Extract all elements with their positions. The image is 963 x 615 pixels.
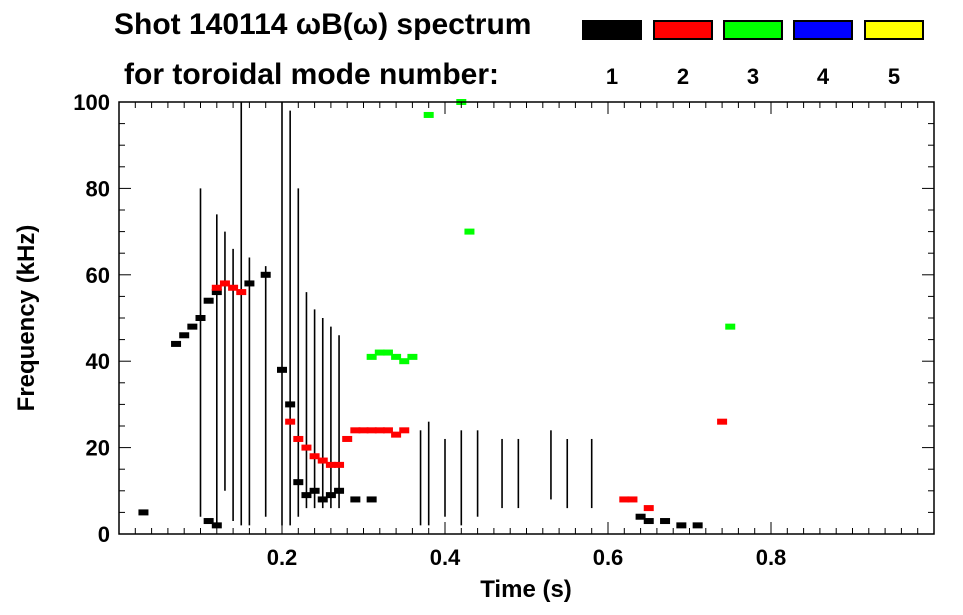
data-point [236, 289, 247, 296]
data-point [692, 522, 703, 529]
data-point [382, 427, 393, 434]
data-point [366, 353, 377, 360]
data-point [334, 461, 345, 468]
data-point [334, 487, 345, 494]
data-point [627, 496, 638, 503]
data-point [301, 492, 312, 499]
data-point [285, 401, 296, 408]
data-point [464, 228, 475, 235]
data-point [203, 297, 214, 304]
legend-label-4: 4 [816, 64, 830, 89]
data-point [179, 332, 190, 339]
data-point [358, 427, 369, 434]
y-tick-label: 100 [73, 90, 110, 115]
data-point [285, 418, 296, 425]
legend-box-4 [793, 20, 853, 40]
data-point [391, 431, 402, 438]
data-point [211, 284, 222, 291]
series-3 [366, 99, 736, 365]
data-point [301, 444, 312, 451]
legend-box-3 [723, 20, 783, 40]
legend-box-5 [864, 20, 924, 40]
data-point [244, 280, 255, 287]
data-point [643, 518, 654, 525]
data-point [643, 505, 654, 512]
legend-box-2 [653, 20, 713, 40]
data-point [309, 487, 320, 494]
data-point [725, 323, 736, 330]
data-point [660, 518, 671, 525]
y-tick-label: 40 [86, 349, 110, 374]
data-point [350, 496, 361, 503]
data-marks [138, 99, 736, 529]
data-point [676, 522, 687, 529]
data-point [407, 353, 418, 360]
data-point [293, 435, 304, 442]
data-point [317, 457, 328, 464]
data-point [619, 496, 630, 503]
data-point [171, 340, 182, 347]
axis-ticks [119, 102, 934, 534]
data-point [228, 284, 239, 291]
data-point [717, 418, 728, 425]
legend-label-2: 2 [676, 64, 690, 89]
data-point [366, 496, 377, 503]
legend-label-1: 1 [605, 64, 619, 89]
data-point [374, 349, 385, 356]
y-tick-label: 80 [86, 176, 110, 201]
data-point [219, 280, 230, 287]
data-point [211, 522, 222, 529]
data-point [195, 315, 206, 321]
data-point [399, 358, 410, 365]
tick-labels: 0.2 0.4 0.6 0.8 0 20 40 60 80 100 [73, 90, 786, 570]
data-point [260, 271, 271, 278]
chart-subtitle: for toroidal mode number: [124, 58, 499, 91]
data-point [382, 349, 393, 356]
data-point [138, 509, 149, 516]
data-point [325, 461, 336, 468]
y-tick-label: 0 [98, 522, 110, 547]
data-point [399, 427, 410, 434]
data-point [350, 427, 361, 434]
data-point [211, 289, 222, 296]
data-point [635, 513, 646, 520]
chart-title: Shot 140114 ωB(ω) spectrum [114, 8, 532, 41]
data-point [293, 479, 304, 486]
data-point [317, 496, 328, 503]
data-point [203, 518, 214, 525]
data-point [277, 366, 287, 373]
y-tick-label: 20 [86, 436, 110, 461]
data-point [391, 353, 402, 360]
data-point [374, 427, 385, 434]
x-tick-label: 0.2 [267, 545, 298, 570]
x-axis-label: Time (s) [480, 576, 572, 603]
x-tick-label: 0.8 [756, 545, 787, 570]
y-axis-label: Frequency (kHz) [13, 225, 40, 412]
y-tick-label: 60 [86, 263, 110, 288]
legend-box-1 [582, 20, 642, 40]
data-point [366, 427, 377, 434]
legend-label-3: 3 [746, 64, 760, 89]
data-point [187, 323, 198, 330]
data-point [423, 111, 434, 118]
data-point [325, 492, 336, 499]
x-tick-label: 0.4 [430, 545, 461, 570]
data-point [309, 453, 320, 460]
series-2 [211, 280, 728, 512]
legend-label-5: 5 [887, 64, 901, 89]
series-1 [138, 102, 703, 529]
data-point [342, 435, 353, 442]
x-tick-label: 0.6 [593, 545, 624, 570]
